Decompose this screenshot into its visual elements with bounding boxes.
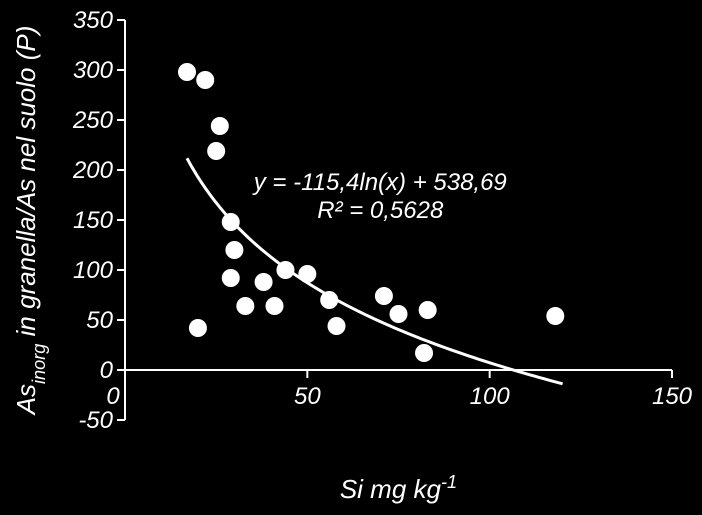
data-point — [255, 273, 273, 291]
x-axis-label: Si mg kg-1 — [340, 472, 457, 504]
data-point — [196, 71, 214, 89]
y-tick-label: 200 — [72, 157, 114, 184]
chart-svg: 050100150 -50050100150200250300350 y = -… — [0, 0, 702, 515]
y-ticks: -50050100150200250300350 — [72, 7, 125, 434]
data-point — [266, 297, 284, 315]
y-tick-label: 150 — [73, 207, 114, 234]
y-tick-label: 0 — [100, 357, 114, 384]
data-point — [546, 307, 564, 325]
data-point — [390, 305, 408, 323]
y-axis-label: Asinorg in granella/As nel suolo (P) — [11, 26, 49, 417]
y-tick-label: 50 — [86, 307, 113, 334]
data-point — [236, 297, 254, 315]
data-point — [375, 287, 393, 305]
data-point — [225, 241, 243, 259]
data-point — [178, 63, 196, 81]
r-squared: R² = 0,5628 — [317, 197, 444, 224]
y-tick-label: 350 — [73, 7, 114, 34]
y-tick-label: 100 — [73, 257, 114, 284]
data-point — [276, 261, 294, 279]
data-point — [211, 117, 229, 135]
x-tick-label: 0 — [106, 383, 120, 410]
y-tick-label: -50 — [78, 407, 113, 434]
data-point — [320, 291, 338, 309]
x-tick-label: 150 — [652, 383, 693, 410]
data-point — [222, 269, 240, 287]
data-point — [189, 319, 207, 337]
scatter-chart: 050100150 -50050100150200250300350 y = -… — [0, 0, 702, 515]
x-tick-label: 100 — [470, 383, 511, 410]
data-point — [328, 317, 346, 335]
y-tick-label: 300 — [73, 57, 114, 84]
x-tick-label: 50 — [294, 383, 321, 410]
data-point — [415, 344, 433, 362]
data-point — [419, 301, 437, 319]
y-tick-label: 250 — [72, 107, 114, 134]
data-point — [222, 213, 240, 231]
regression-equation: y = -115,4ln(x) + 538,69 — [252, 169, 507, 196]
data-point — [207, 142, 225, 160]
data-point — [298, 265, 316, 283]
x-ticks: 0 50 100 150 — [106, 370, 692, 410]
